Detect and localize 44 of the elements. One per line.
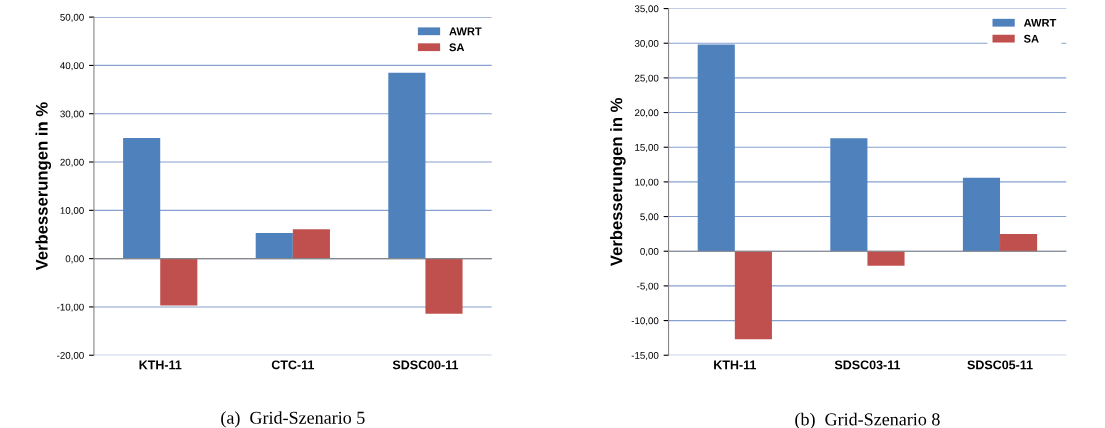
bar bbox=[160, 258, 198, 306]
y-tick-label: 20,00 bbox=[60, 158, 84, 167]
legend-label: AWRT bbox=[449, 27, 482, 36]
y-tick-label: 35,00 bbox=[634, 5, 659, 14]
y-tick-label: 40,00 bbox=[60, 62, 84, 71]
y-tick-label: -15,00 bbox=[631, 351, 659, 361]
y-tick-label: -20,00 bbox=[57, 351, 84, 361]
bar bbox=[123, 137, 161, 259]
x-tick-label: SDSC00-11 bbox=[392, 360, 459, 370]
y-axis-title: Verbesserungen in % bbox=[35, 102, 52, 271]
y-tick-label: -5,00 bbox=[637, 282, 659, 291]
bar bbox=[867, 251, 905, 266]
text: (a) Grid-Szenario 5 bbox=[221, 411, 365, 428]
x-tick-label: SDSC03-11 bbox=[834, 360, 901, 370]
bar bbox=[1000, 233, 1038, 252]
x-tick-label: KTH-11 bbox=[714, 360, 757, 370]
bar bbox=[734, 251, 772, 340]
bar bbox=[962, 177, 1001, 252]
x-tick-label: KTH-11 bbox=[139, 360, 182, 370]
y-tick-label: 30,00 bbox=[634, 39, 659, 48]
bar bbox=[292, 229, 330, 259]
legend-label: SA bbox=[1023, 34, 1039, 43]
bar bbox=[697, 44, 735, 252]
y-tick-label: 30,00 bbox=[60, 110, 84, 119]
bar bbox=[255, 233, 293, 259]
y-tick-label: 25,00 bbox=[634, 74, 659, 83]
legend-label: AWRT bbox=[1023, 18, 1057, 27]
bar bbox=[425, 258, 463, 314]
x-tick-label: CTC-11 bbox=[271, 360, 315, 370]
y-tick-label: 50,00 bbox=[60, 13, 84, 22]
y-tick-label: 5,00 bbox=[640, 213, 659, 222]
x-tick-label: SDSC05-11 bbox=[967, 360, 1033, 370]
bar bbox=[388, 72, 426, 259]
y-tick-label: 0,00 bbox=[640, 247, 659, 256]
y-tick-label: 10,00 bbox=[60, 207, 84, 216]
bar bbox=[830, 138, 868, 252]
y-tick-label: -10,00 bbox=[631, 317, 659, 326]
legend-label: SA bbox=[449, 43, 465, 52]
y-tick-label: 10,00 bbox=[635, 178, 659, 187]
y-tick-label: 15,00 bbox=[635, 143, 659, 152]
y-tick-label: 20,00 bbox=[634, 109, 659, 118]
y-tick-label: -10,00 bbox=[57, 303, 84, 312]
y-tick-label: 0,00 bbox=[65, 255, 84, 264]
y-axis-title: Verbesserungen in % bbox=[610, 98, 626, 267]
